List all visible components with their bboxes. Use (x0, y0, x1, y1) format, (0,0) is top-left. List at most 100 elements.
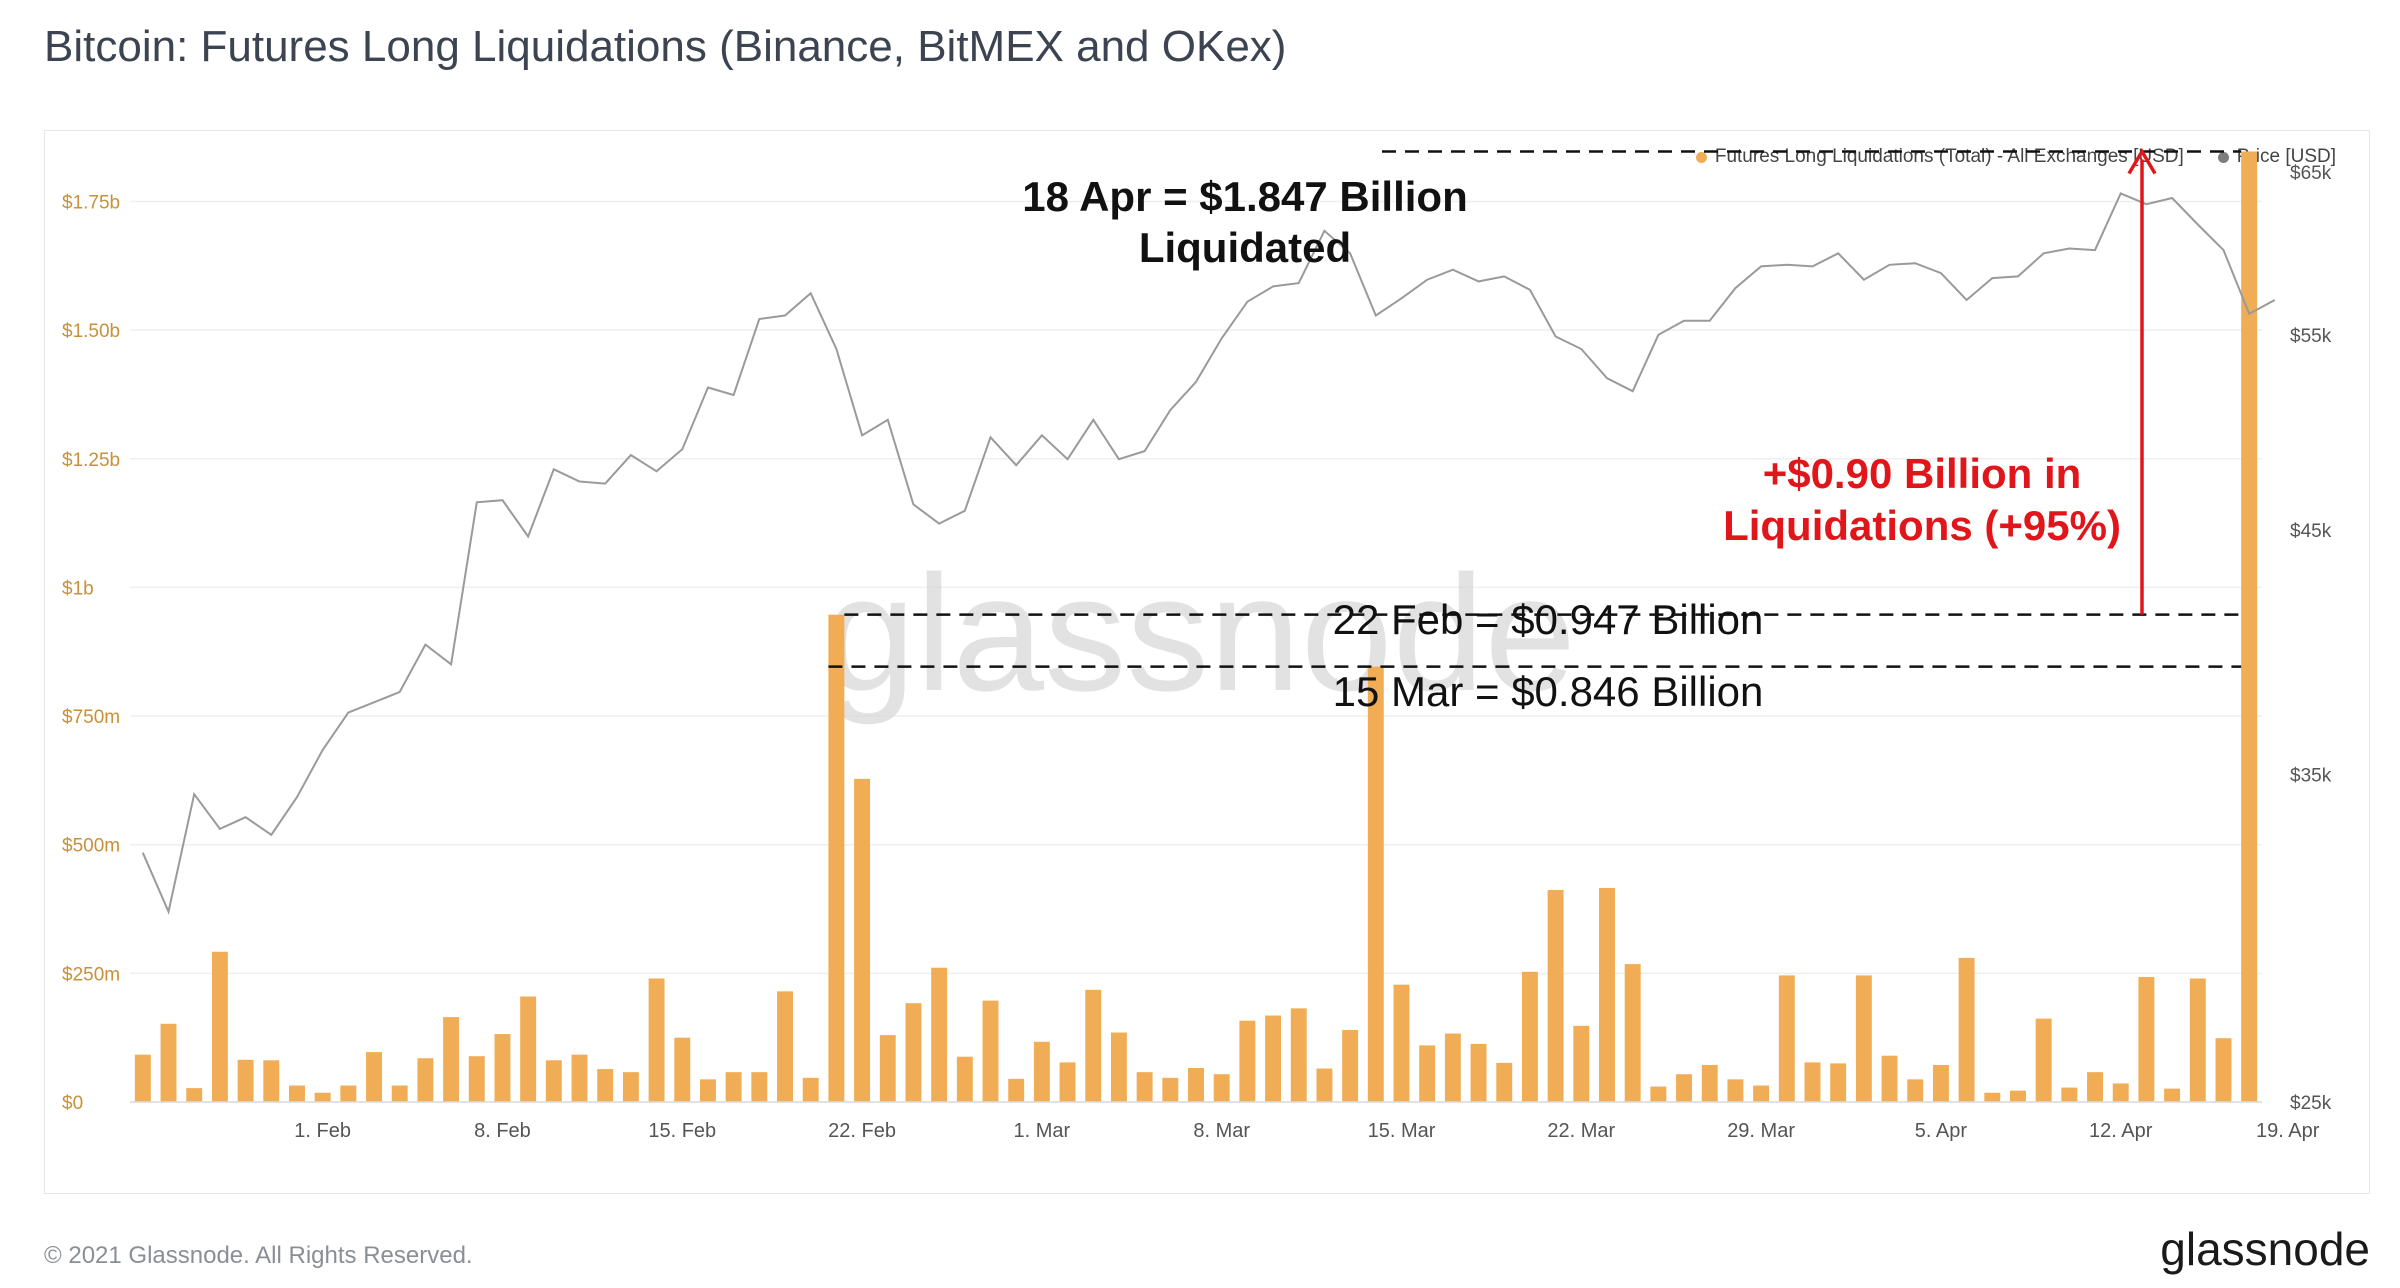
liquidation-bar[interactable] (2112, 1083, 2129, 1102)
liquidation-bar[interactable] (520, 996, 537, 1102)
liquidation-bar[interactable] (1804, 1062, 1821, 1102)
right-axis-tick-label: $35k (2290, 766, 2332, 787)
liquidation-bar[interactable] (777, 991, 793, 1102)
liquidation-bar[interactable] (1573, 1025, 1590, 1102)
liquidation-bar[interactable] (725, 1072, 742, 1102)
liquidation-bar[interactable] (545, 1060, 562, 1102)
liquidation-bar[interactable] (931, 967, 948, 1102)
liquidation-bar[interactable] (1059, 1062, 1076, 1102)
liquidation-bar[interactable] (391, 1085, 408, 1102)
x-axis-tick-label: 5. Apr (1915, 1120, 1968, 1142)
left-axis-tick-label: $500m (62, 836, 120, 857)
liquidation-bar[interactable] (674, 1037, 691, 1102)
liquidation-bar[interactable] (1265, 1015, 1282, 1102)
liquidation-bar[interactable] (571, 1054, 588, 1102)
left-axis-tick-label: $1.25b (62, 450, 120, 471)
liquidation-bar[interactable] (1136, 1072, 1153, 1102)
price-line[interactable] (141, 192, 2276, 915)
liquidation-bar[interactable] (2164, 1088, 2181, 1102)
liquidation-bar[interactable] (1213, 1074, 1230, 1102)
liquidation-bar[interactable] (956, 1056, 973, 1102)
liquidation-bar[interactable] (1907, 1079, 1924, 1102)
liquidation-bar[interactable] (1008, 1078, 1025, 1102)
liquidation-bar[interactable] (1599, 887, 1615, 1102)
x-axis-tick-label: 22. Feb (828, 1120, 896, 1142)
liquidation-bar[interactable] (340, 1085, 357, 1102)
liquidation-bar[interactable] (417, 1058, 434, 1102)
liquidation-bar[interactable] (2010, 1090, 2026, 1102)
liquidation-bar[interactable] (289, 1085, 305, 1102)
liquidation-bar[interactable] (1110, 1032, 1127, 1102)
liquidation-bar[interactable] (1316, 1068, 1333, 1102)
liquidation-bar[interactable] (2087, 1072, 2103, 1102)
liquidation-bar[interactable] (1290, 1008, 1307, 1102)
legend-item-price[interactable]: Price [USD] (2217, 146, 2336, 168)
liquidation-bar[interactable] (2138, 976, 2155, 1102)
liquidation-bar[interactable] (1547, 889, 1564, 1102)
liquidation-bar[interactable] (982, 1000, 999, 1102)
liquidation-bar[interactable] (597, 1069, 614, 1102)
liquidation-bar[interactable] (237, 1059, 254, 1102)
liquidation-bar[interactable] (699, 1079, 716, 1102)
liquidation-bar[interactable] (2215, 1038, 2232, 1102)
liquidation-bar[interactable] (468, 1056, 485, 1102)
liquidation-bar[interactable] (2035, 1018, 2052, 1102)
liquidation-bar[interactable] (1085, 989, 1102, 1102)
liquidation-bar[interactable] (1496, 1062, 1513, 1102)
liquidation-bar[interactable] (160, 1023, 177, 1102)
bar-series (134, 151, 2258, 1103)
liquidation-bar[interactable] (186, 1088, 203, 1102)
liquidation-bar[interactable] (263, 1060, 280, 1102)
left-axis-tick-label: $1.50b (62, 321, 120, 342)
liquidation-bar[interactable] (1239, 1020, 1256, 1102)
liquidation-bar[interactable] (1701, 1064, 1718, 1102)
liquidation-bar[interactable] (134, 1054, 151, 1102)
liquidation-bar[interactable] (1753, 1085, 1770, 1102)
liquidation-bar[interactable] (314, 1092, 331, 1102)
liquidation-bar[interactable] (1188, 1068, 1204, 1102)
liquidation-bar[interactable] (443, 1017, 460, 1102)
x-axis-tick-label: 8. Feb (474, 1120, 531, 1142)
liquidation-bar[interactable] (751, 1072, 768, 1102)
liquidation-bar[interactable] (1855, 975, 1872, 1102)
liquidation-bar[interactable] (1521, 971, 1538, 1102)
liquidation-bar[interactable] (2061, 1087, 2078, 1102)
liquidation-bar[interactable] (1727, 1079, 1744, 1102)
peak-annotation-line2: Liquidated (1139, 224, 1351, 271)
liquidation-bar[interactable] (1650, 1086, 1667, 1102)
liquidation-bar[interactable] (366, 1052, 382, 1102)
liquidation-bar[interactable] (1393, 984, 1410, 1102)
liquidation-bar[interactable] (1932, 1064, 1949, 1102)
liquidation-bar[interactable] (648, 978, 665, 1102)
liquidation-bar[interactable] (802, 1077, 819, 1102)
liquidation-bar[interactable] (905, 1003, 922, 1102)
liquidation-bar[interactable] (1881, 1055, 1898, 1102)
liquidation-bar[interactable] (828, 614, 845, 1102)
liquidation-bar[interactable] (2189, 978, 2206, 1102)
liquidation-bar[interactable] (1367, 666, 1384, 1102)
liquidation-bar[interactable] (494, 1034, 511, 1102)
liquidation-bar[interactable] (1162, 1077, 1179, 1102)
liquidation-bar[interactable] (2241, 151, 2258, 1103)
liquidation-bar[interactable] (1470, 1043, 1487, 1102)
liquidation-bar[interactable] (1958, 957, 1975, 1102)
liquidation-bar[interactable] (879, 1035, 896, 1102)
liquidation-bar[interactable] (622, 1072, 639, 1102)
liquidation-bar[interactable] (1778, 975, 1795, 1102)
x-axis: 1. Feb 8. Feb 15. Feb 22. Feb 1. Mar 8. Mar 15… (130, 1101, 2320, 1142)
chart-title: Bitcoin: Futures Long Liquidations (Bina… (44, 22, 1287, 71)
liquidation-bar[interactable] (1984, 1092, 2001, 1102)
liquidation-bar[interactable] (1830, 1063, 1847, 1102)
liquidation-bar[interactable] (1624, 964, 1641, 1102)
left-axis-tick-label: $1b (62, 578, 94, 599)
liquidation-bar[interactable] (211, 951, 228, 1102)
right-axis-tick-label: $65k (2290, 163, 2332, 184)
liquidation-bar[interactable] (854, 778, 871, 1102)
liquidation-bar[interactable] (1676, 1074, 1693, 1102)
liquidation-bar[interactable] (1444, 1033, 1461, 1102)
right-axis-tick-label: $55k (2290, 326, 2332, 347)
liquidation-bar[interactable] (1033, 1041, 1050, 1102)
liquidation-bar[interactable] (1342, 1029, 1359, 1102)
liquidation-bar[interactable] (1419, 1045, 1436, 1102)
